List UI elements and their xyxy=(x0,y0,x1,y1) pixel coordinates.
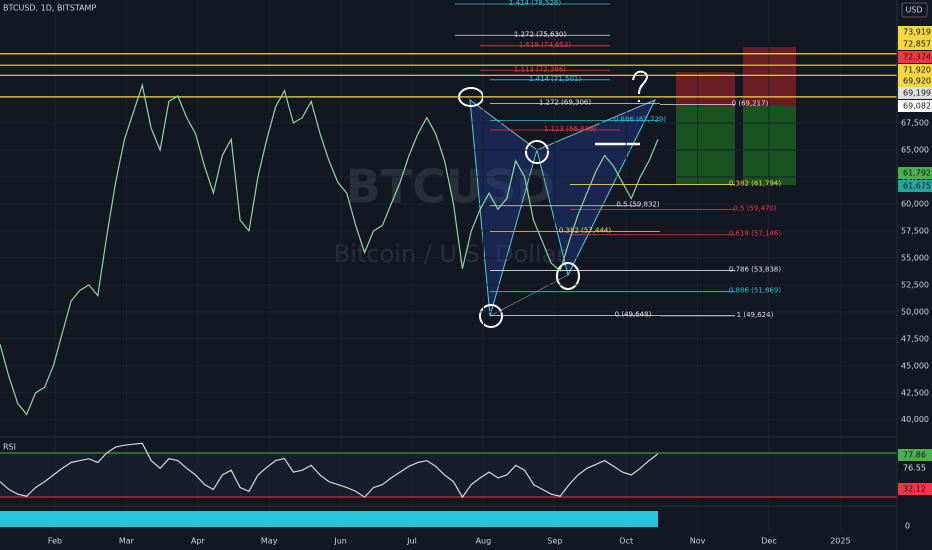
price-line xyxy=(0,442,659,499)
rsi-tag-label: 32.12 xyxy=(903,485,926,494)
x-tick-label: Dec xyxy=(761,537,776,546)
price-tag xyxy=(898,51,932,63)
price-tag-label: 71,920 xyxy=(903,66,931,75)
price-tag-label: 61,792 xyxy=(903,169,931,178)
fib-label: 0.618 (57,146) xyxy=(729,230,781,238)
circle-marker xyxy=(556,262,580,290)
fib-label: 0.886 (51,869) xyxy=(729,287,781,295)
y-tick-label: 55,000 xyxy=(901,253,929,262)
x-tick-label: Jun xyxy=(333,537,347,546)
rsi-tag xyxy=(898,462,932,474)
x-tick-label: May xyxy=(261,537,278,546)
indicator-band xyxy=(0,511,658,527)
y-tick-label: 67,500 xyxy=(901,119,929,128)
price-tag-label: 69,082 xyxy=(903,102,931,111)
price-tag xyxy=(898,167,932,179)
x-tick-label: Jul xyxy=(406,537,417,546)
y-tick-label: 57,500 xyxy=(901,226,929,235)
x-tick-label: Mar xyxy=(119,537,135,546)
fib-label: 0 (69,217) xyxy=(732,99,769,107)
fib-label: 0.5 (59,470) xyxy=(733,205,777,213)
question-mark xyxy=(632,70,648,102)
price-tag-label: 73,919 xyxy=(903,28,931,37)
fib-label: 1.414 (71,501) xyxy=(529,75,581,83)
unit-label: USD xyxy=(905,6,922,15)
fib-label: 0.886 (67,729) xyxy=(614,116,666,124)
fib-label: 0.382 (61,794) xyxy=(729,180,781,188)
price-tag xyxy=(898,64,932,76)
price-line xyxy=(0,82,659,416)
rsi-tag xyxy=(898,483,932,495)
circle-marker xyxy=(525,140,549,164)
x-tick-label: Nov xyxy=(690,537,706,546)
fib-label: 1.113 (72,386) xyxy=(514,65,566,73)
x-tick-label: Feb xyxy=(48,537,62,546)
fib-label: 1.272 (75,630) xyxy=(514,30,566,38)
y-tick-label: 60,000 xyxy=(901,199,929,208)
price-tag xyxy=(898,26,932,38)
stop-box xyxy=(676,72,735,106)
x-tick-label: Oct xyxy=(619,537,633,546)
y-tick-label: 47,500 xyxy=(901,334,929,343)
rsi-zone xyxy=(0,453,897,497)
price-tag-label: 72,374 xyxy=(903,53,931,62)
y-tick-label: 65,000 xyxy=(901,145,929,154)
price-tag-label: 61,675 xyxy=(903,182,931,191)
watermark-subtitle: Bitcoin / U.S. Dollar xyxy=(334,240,567,268)
price-tag-label: 69,920 xyxy=(903,77,931,86)
y-tick-label: 42,500 xyxy=(901,388,929,397)
y-tick-label: 40,000 xyxy=(901,415,929,424)
fib-label: 1 (49,624) xyxy=(737,311,774,319)
fib-label: 0 (49,648) xyxy=(615,311,652,319)
y-tick-label: 45,000 xyxy=(901,361,929,370)
price-tag xyxy=(898,180,932,192)
price-tag xyxy=(898,75,932,87)
x-tick-label: 2025 xyxy=(830,537,850,546)
fib-label: 1.414 (78,526) xyxy=(509,0,561,7)
y-tick-label: 50,000 xyxy=(901,307,929,316)
price-tag xyxy=(898,87,932,99)
y-tick-label: 0 xyxy=(905,522,910,531)
x-tick-label: Sep xyxy=(547,537,562,546)
rsi-tag-label: 76.55 xyxy=(903,464,926,473)
rsi-title: RSI xyxy=(3,443,16,452)
fib-label: 1.618 (74,653) xyxy=(519,41,571,49)
price-tag-label: 72,857 xyxy=(903,40,931,49)
price-tag xyxy=(898,100,932,112)
fib-label: 1.113 (66,849) xyxy=(544,125,596,133)
target-box xyxy=(676,106,735,185)
rsi-tag xyxy=(898,449,932,461)
fib-label: 1.272 (69,306) xyxy=(539,99,591,107)
x-tick-label: Apr xyxy=(191,537,206,546)
unit-box xyxy=(901,2,928,18)
rsi-tag-label: 77.86 xyxy=(903,451,926,460)
fib-label: 0.5 (59,832) xyxy=(616,201,660,209)
chart-title: BTCUSD, 1D, BITSTAMP xyxy=(3,4,96,13)
price-tag-label: 69,199 xyxy=(903,89,931,98)
y-tick-label: 52,500 xyxy=(901,280,929,289)
x-tick-label: Aug xyxy=(476,537,492,546)
price-tag xyxy=(898,38,932,50)
fib-label: 0.786 (53,838) xyxy=(729,265,781,273)
fib-label: 0.382 (57,444) xyxy=(559,227,611,235)
